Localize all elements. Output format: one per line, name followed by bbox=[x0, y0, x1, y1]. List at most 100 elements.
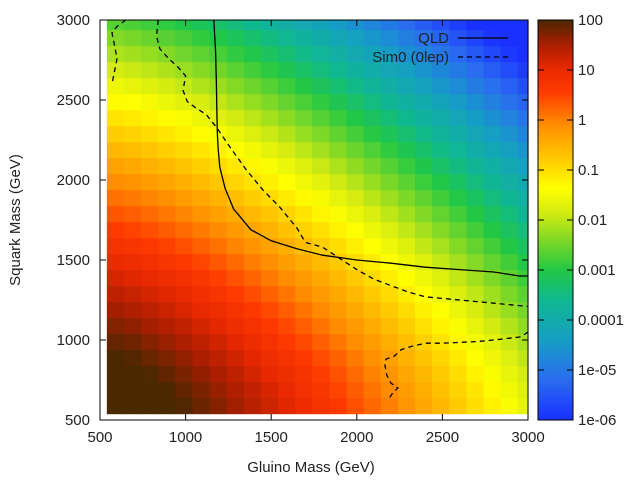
heatmap-cell bbox=[329, 397, 348, 415]
heatmap-cell bbox=[226, 61, 245, 79]
heatmap-cell bbox=[175, 333, 194, 351]
heatmap-cell bbox=[209, 61, 228, 79]
heatmap-cell bbox=[415, 349, 433, 367]
heatmap-cell bbox=[466, 349, 485, 367]
heatmap-cell bbox=[141, 109, 159, 127]
heatmap-cell bbox=[192, 365, 211, 383]
heatmap-cell bbox=[432, 333, 450, 351]
heatmap-cell bbox=[363, 29, 382, 47]
heatmap-cell bbox=[346, 29, 365, 47]
heatmap-cell bbox=[243, 237, 262, 255]
heatmap-cell bbox=[312, 253, 331, 271]
heatmap-cell bbox=[123, 173, 142, 191]
heatmap-cell bbox=[500, 93, 519, 111]
heatmap-cell bbox=[517, 365, 529, 383]
heatmap-cell bbox=[329, 125, 348, 143]
heatmap-cell bbox=[243, 20, 262, 31]
y-axis-label: Squark Mass (GeV) bbox=[7, 154, 24, 286]
heatmap-cell bbox=[278, 20, 296, 31]
heatmap-cell bbox=[278, 301, 296, 319]
heatmap-cell bbox=[397, 61, 416, 79]
heatmap-cell bbox=[517, 285, 529, 303]
heatmap-cell bbox=[106, 237, 125, 255]
heatmap-cell bbox=[158, 109, 176, 127]
heatmap-cell bbox=[466, 365, 485, 383]
heatmap-cell bbox=[260, 301, 279, 319]
heatmap-cell bbox=[432, 349, 450, 367]
heatmap-cell bbox=[397, 221, 416, 239]
x-tick-label: 2500 bbox=[426, 429, 459, 446]
y-tick-label: 1000 bbox=[57, 332, 90, 349]
colorbar: 100 10 1 0.1 0.01 0.001 0.0001 1e-05 1e-06 bbox=[537, 12, 624, 429]
heatmap-cell bbox=[106, 29, 125, 47]
heatmap-cell bbox=[226, 173, 245, 191]
heatmap-cell bbox=[380, 221, 399, 239]
heatmap-cell bbox=[141, 157, 159, 175]
heatmap-cell bbox=[363, 221, 382, 239]
heatmap-cell bbox=[312, 45, 331, 63]
heatmap-cell bbox=[260, 317, 279, 335]
heatmap-cell bbox=[192, 29, 211, 47]
heatmap-cell bbox=[106, 173, 125, 191]
heatmap-cell bbox=[466, 205, 485, 223]
heatmap-cell bbox=[432, 397, 450, 415]
heatmap-cell bbox=[449, 189, 467, 207]
heatmap-cell bbox=[243, 381, 262, 399]
heatmap-cell bbox=[278, 253, 296, 271]
heatmap-cell bbox=[517, 381, 529, 399]
heatmap-cell bbox=[483, 349, 502, 367]
heatmap-cell bbox=[278, 173, 296, 191]
heatmap-cell bbox=[397, 397, 416, 415]
y-axis-ticks: 500 1000 1500 2000 2500 3000 bbox=[57, 12, 528, 429]
heatmap-cell bbox=[312, 77, 331, 95]
heatmap-cell bbox=[209, 237, 228, 255]
x-tick-label: 1000 bbox=[169, 429, 202, 446]
heatmap-cell bbox=[517, 333, 529, 351]
heatmap-cell bbox=[397, 205, 416, 223]
heatmap-cell bbox=[260, 29, 279, 47]
heatmap-cell bbox=[517, 173, 529, 191]
heatmap-cell bbox=[432, 365, 450, 383]
heatmap-cell bbox=[500, 285, 519, 303]
heatmap-cell bbox=[363, 365, 382, 383]
heatmap-cell bbox=[517, 397, 529, 415]
x-tick-label: 2000 bbox=[340, 429, 373, 446]
heatmap-cell bbox=[449, 221, 467, 239]
heatmap-cell bbox=[278, 125, 296, 143]
heatmap-cell bbox=[363, 381, 382, 399]
heatmap-cell bbox=[295, 365, 313, 383]
heatmap-cell bbox=[312, 397, 331, 415]
heatmap-cell bbox=[243, 173, 262, 191]
heatmap-cell bbox=[363, 205, 382, 223]
heatmap-cell bbox=[500, 77, 519, 95]
heatmap-cell bbox=[329, 45, 348, 63]
heatmap-cell bbox=[106, 365, 125, 383]
heatmap-cell bbox=[295, 173, 313, 191]
heatmap-cell bbox=[466, 285, 485, 303]
heatmap-cell bbox=[415, 93, 433, 111]
heatmap-cell bbox=[312, 365, 331, 383]
heatmap-cell bbox=[500, 269, 519, 287]
heatmap-cell bbox=[500, 381, 519, 399]
heatmap-cell bbox=[175, 253, 194, 271]
heatmap-cell bbox=[415, 381, 433, 399]
heatmap-cell bbox=[175, 189, 194, 207]
x-tick-label: 1500 bbox=[255, 429, 288, 446]
heatmap-cell bbox=[243, 205, 262, 223]
heatmap-cell bbox=[209, 77, 228, 95]
heatmap-cell bbox=[192, 157, 211, 175]
heatmap-cell bbox=[466, 381, 485, 399]
heatmap-cell bbox=[295, 157, 313, 175]
heatmap-cell bbox=[123, 141, 142, 159]
heatmap-cell bbox=[346, 365, 365, 383]
heatmap-cell bbox=[483, 301, 502, 319]
heatmap-cell bbox=[329, 365, 348, 383]
heatmap-cell bbox=[483, 157, 502, 175]
heatmap-cell bbox=[106, 381, 125, 399]
heatmap-cell bbox=[380, 93, 399, 111]
heatmap-cell bbox=[397, 141, 416, 159]
heatmap-cell bbox=[517, 317, 529, 335]
heatmap-cell bbox=[243, 397, 262, 415]
heatmap-cell bbox=[432, 253, 450, 271]
heatmap-cell bbox=[141, 93, 159, 111]
